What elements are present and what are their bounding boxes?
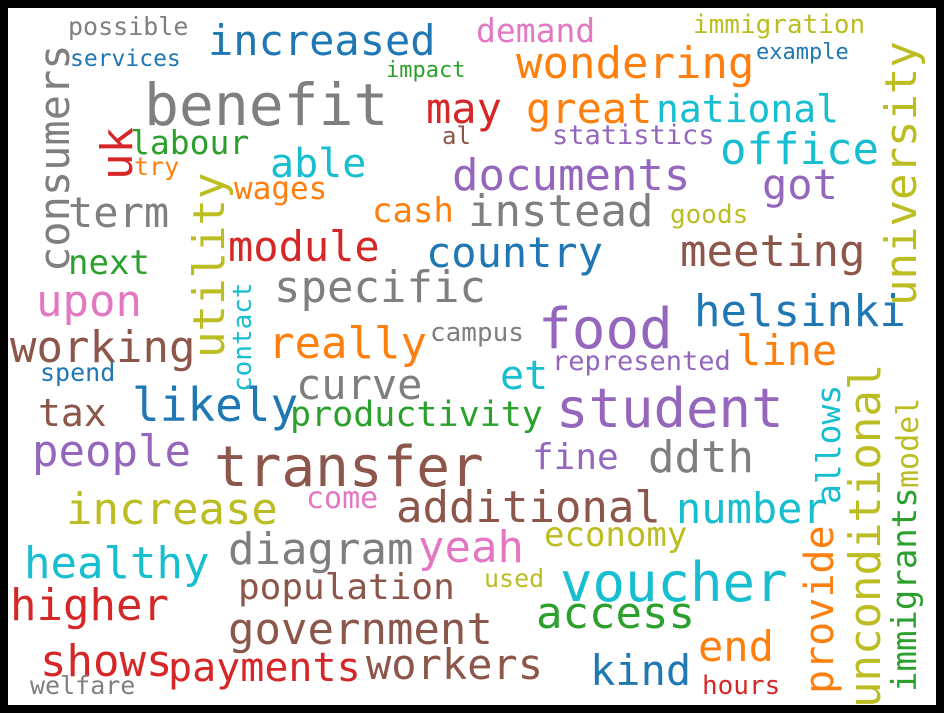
- word-come: come: [306, 481, 379, 516]
- word-services: services: [70, 46, 181, 72]
- word-labour: labour: [130, 123, 250, 162]
- word-helsinki: helsinki: [694, 286, 906, 337]
- word-transfer: transfer: [214, 435, 484, 500]
- word-campus: campus: [430, 318, 524, 348]
- word-really: really: [268, 318, 427, 369]
- word-diagram: diagram: [228, 524, 414, 575]
- word-goods: goods: [670, 200, 749, 230]
- word-student: student: [556, 377, 784, 440]
- word-ddth: ddth: [648, 432, 754, 483]
- word-immigrants: immigrants: [885, 487, 925, 692]
- word-uk: uk: [92, 127, 143, 180]
- word-healthy: healthy: [24, 538, 210, 589]
- word-food: food: [538, 297, 673, 362]
- word-used: used: [484, 564, 545, 593]
- word-et: et: [500, 353, 549, 399]
- word-fine: fine: [532, 437, 619, 478]
- word-line: line: [736, 326, 838, 375]
- word-impact: impact: [386, 58, 466, 83]
- word-number: number: [676, 484, 828, 533]
- word-additional: additional: [396, 482, 661, 533]
- word-hours: hours: [702, 671, 781, 701]
- word-people: people: [32, 426, 191, 477]
- word-university: university: [876, 41, 927, 306]
- word-kind: kind: [590, 646, 692, 695]
- word-population: population: [238, 567, 455, 608]
- word-increase: increase: [66, 484, 278, 535]
- word-model: model: [891, 397, 926, 488]
- word-term: term: [68, 188, 170, 237]
- word-utility: utility: [184, 172, 235, 358]
- word-government: government: [228, 604, 493, 655]
- word-able: able: [270, 141, 367, 187]
- word-instead: instead: [468, 186, 654, 237]
- word-next: next: [68, 243, 150, 283]
- word-benefit: benefit: [144, 71, 389, 139]
- word-wondering: wondering: [516, 38, 755, 89]
- word-increased: increased: [208, 16, 436, 65]
- word-higher: higher: [10, 580, 169, 631]
- word-unconditional: unconditional: [840, 363, 891, 705]
- word-shows: shows: [40, 636, 173, 687]
- word-payments: payments: [168, 645, 361, 691]
- word-immigration: immigration: [693, 10, 866, 40]
- word-welfare: welfare: [30, 671, 136, 700]
- word-tax: tax: [38, 391, 107, 435]
- word-office: office: [720, 124, 879, 175]
- word-curve: curve: [296, 360, 423, 409]
- word-productivity: productivity: [290, 395, 543, 435]
- word-yeah: yeah: [418, 522, 524, 573]
- word-spend: spend: [40, 358, 116, 387]
- word-upon: upon: [36, 276, 142, 327]
- word-workers: workers: [366, 640, 544, 689]
- word-cloud: possible services increased demand immig…: [8, 8, 936, 705]
- word-working: working: [10, 322, 196, 373]
- word-likely: likely: [132, 378, 299, 432]
- word-national: national: [656, 87, 840, 131]
- word-may: may: [426, 84, 502, 133]
- word-country: country: [426, 228, 604, 277]
- word-represented: represented: [552, 346, 731, 377]
- word-example: example: [756, 40, 849, 65]
- word-possible: possible: [68, 12, 189, 41]
- word-meeting: meeting: [680, 226, 866, 277]
- word-great: great: [526, 84, 653, 133]
- word-voucher: voucher: [560, 551, 788, 614]
- word-try: try: [134, 152, 180, 181]
- word-al: al: [442, 122, 471, 150]
- word-specific: specific: [274, 262, 486, 313]
- word-got: got: [762, 160, 838, 209]
- word-contact: contact: [228, 282, 258, 392]
- word-demand: demand: [476, 11, 596, 50]
- word-end: end: [698, 622, 774, 671]
- word-provide: provide: [797, 525, 843, 694]
- word-cash: cash: [372, 191, 454, 231]
- word-wages: wages: [234, 171, 328, 207]
- word-documents: documents: [452, 150, 691, 201]
- word-module: module: [228, 222, 380, 271]
- word-access: access: [536, 588, 695, 639]
- word-consumers: consumers: [30, 44, 79, 272]
- word-statistics: statistics: [552, 120, 715, 151]
- word-economy: economy: [544, 515, 688, 555]
